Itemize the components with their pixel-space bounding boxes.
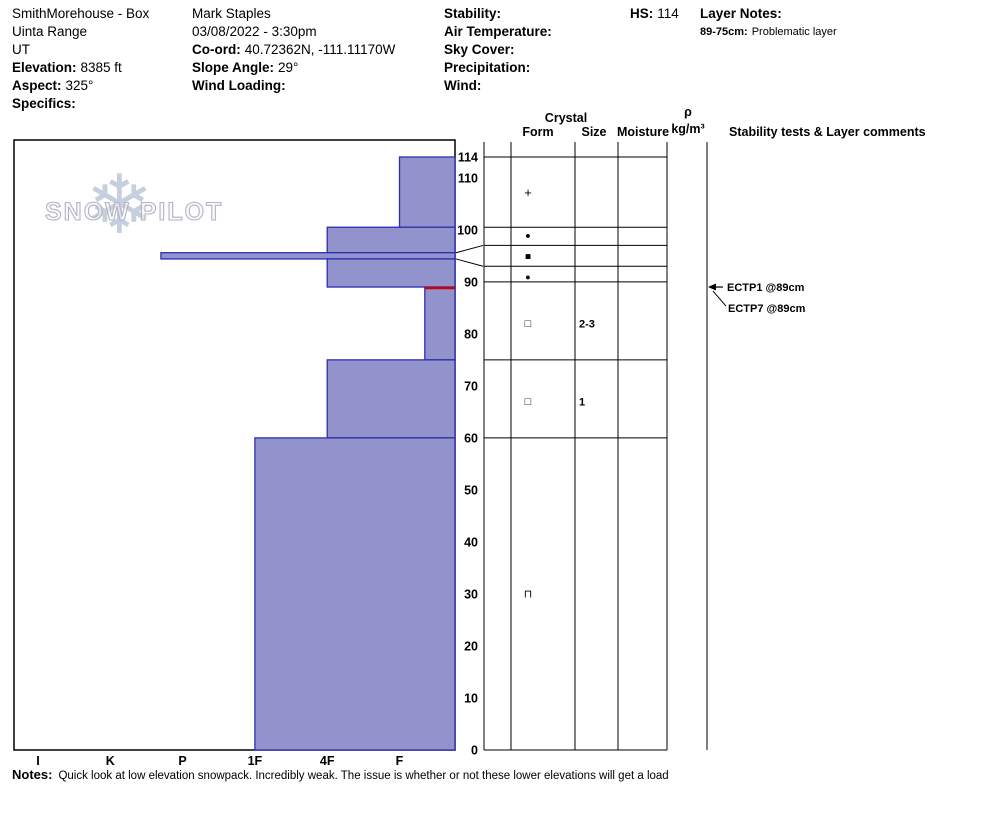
layer-bar-hardness-F bbox=[398, 156, 456, 228]
hardness-tick-label: I bbox=[36, 754, 39, 768]
grain-size-value: 2-3 bbox=[579, 318, 595, 330]
layer-note-text: Problematic layer bbox=[751, 26, 837, 38]
site-range: Uinta Range bbox=[12, 24, 88, 39]
depth-tick-label: 0 bbox=[471, 744, 478, 758]
stability-test-result-1: ECTP1 @89cm bbox=[727, 282, 805, 294]
grain-form-symbol: ⊓ bbox=[524, 588, 533, 600]
site-name: SmithMorehouse - Box bbox=[12, 6, 150, 21]
layer-connector-line bbox=[455, 258, 484, 267]
depth-tick-label: 90 bbox=[464, 275, 478, 289]
snowpilot-logo-text: SNOW PILOT bbox=[44, 197, 224, 226]
grain-form-symbol: ■ bbox=[525, 251, 531, 262]
layer-connector-line bbox=[455, 244, 484, 254]
site-info-column: SmithMorehouse - Box Uinta Range UT Elev… bbox=[12, 5, 149, 113]
air-temperature-label: Air Temperature: bbox=[444, 24, 552, 39]
depth-tick-label: 60 bbox=[464, 431, 478, 445]
density-unit-header: kg/m³ bbox=[671, 122, 704, 136]
slope-angle-value: 29° bbox=[278, 60, 299, 75]
depth-tick-label: 40 bbox=[464, 535, 478, 549]
precipitation-field: Precipitation: bbox=[444, 59, 552, 77]
sky-cover-field: Sky Cover: bbox=[444, 41, 552, 59]
wind-label: Wind: bbox=[444, 78, 482, 93]
stability-field: Stability: bbox=[444, 5, 552, 23]
depth-tick-label: 10 bbox=[464, 691, 478, 705]
site-elevation: Elevation: 8385 ft bbox=[12, 59, 149, 77]
hardness-tick-label: K bbox=[106, 754, 115, 768]
wind-loading: Wind Loading: bbox=[192, 77, 395, 95]
elevation-label: Elevation: bbox=[12, 60, 77, 75]
grain-form-symbol: □ bbox=[525, 396, 532, 408]
hs-label: HS: bbox=[630, 6, 654, 21]
depth-tick-label: 80 bbox=[464, 327, 478, 341]
observer-info-column: Mark Staples 03/08/2022 - 3:30pm Co-ord:… bbox=[192, 5, 395, 95]
elevation-value: 8385 ft bbox=[80, 60, 122, 75]
observer-name: Mark Staples bbox=[192, 6, 271, 21]
precipitation-label: Precipitation: bbox=[444, 60, 531, 75]
form-header: Form bbox=[522, 125, 553, 139]
layer-bar-hardness-4F bbox=[326, 226, 456, 254]
arrow-left-icon bbox=[708, 283, 716, 291]
slope-angle-label: Slope Angle: bbox=[192, 60, 275, 75]
site-specifics: Specifics: bbox=[12, 95, 149, 113]
hardness-tick-label: 4F bbox=[320, 754, 335, 768]
density-symbol-header: ρ bbox=[684, 105, 692, 119]
sky-cover-label: Sky Cover: bbox=[444, 42, 515, 57]
grain-form-symbol: + bbox=[524, 185, 532, 200]
stability-connector-line bbox=[712, 290, 727, 307]
depth-tick-label: 30 bbox=[464, 587, 478, 601]
notes-label: Notes: bbox=[12, 767, 53, 782]
size-header: Size bbox=[581, 125, 606, 139]
slope-angle: Slope Angle: 29° bbox=[192, 59, 395, 77]
depth-tick-label: 114 bbox=[458, 151, 478, 165]
comments-header: Stability tests & Layer comments bbox=[729, 125, 926, 139]
coord-value: 40.72362N, -111.11170W bbox=[244, 42, 396, 57]
snowpilot-watermark: ❄ SNOW PILOT bbox=[44, 158, 235, 267]
coordinates: Co-ord: 40.72362N, -111.11170W bbox=[192, 41, 395, 59]
grain-size-value: 1 bbox=[579, 396, 585, 408]
air-temperature-field: Air Temperature: bbox=[444, 23, 552, 41]
coord-label: Co-ord: bbox=[192, 42, 241, 57]
layer-notes-column: Layer Notes: 89-75cm: Problematic layer bbox=[700, 5, 837, 41]
layer-bar-hardness-4F bbox=[326, 258, 456, 288]
stability-label: Stability: bbox=[444, 6, 502, 21]
hardness-tick-label: 1F bbox=[248, 754, 263, 768]
notes-text: Quick look at low elevation snowpack. In… bbox=[58, 770, 669, 782]
wind-field: Wind: bbox=[444, 77, 552, 95]
layer-note-range: 89-75cm: bbox=[700, 26, 748, 38]
hardness-tick-label: P bbox=[178, 754, 186, 768]
weather-info-column: Stability: Air Temperature: Sky Cover: P… bbox=[444, 5, 552, 95]
site-state: UT bbox=[12, 42, 30, 57]
layer-bar-hardness-F- bbox=[424, 286, 456, 361]
crystal-header: Crystal bbox=[545, 111, 587, 125]
wind-loading-label: Wind Loading: bbox=[192, 78, 286, 93]
hs-value: 114 bbox=[657, 6, 679, 21]
specifics-label: Specifics: bbox=[12, 96, 76, 111]
stability-test-result-2: ECTP7 @89cm bbox=[728, 303, 806, 315]
grain-form-symbol: ● bbox=[525, 231, 530, 241]
depth-tick-label: 20 bbox=[464, 639, 478, 653]
pit-notes: Notes: Quick look at low elevation snowpa… bbox=[12, 766, 669, 784]
depth-tick-label: 50 bbox=[464, 483, 478, 497]
depth-tick-label: 110 bbox=[458, 171, 478, 185]
aspect-value: 325° bbox=[65, 78, 94, 93]
depth-tick-label: 70 bbox=[464, 379, 478, 393]
layer-bar-hardness-K-P bbox=[160, 252, 456, 260]
grain-form-symbol: □ bbox=[525, 318, 532, 330]
grain-form-symbol: ● bbox=[525, 272, 530, 282]
hardness-tick-label: F bbox=[396, 754, 404, 768]
snow-height-field: HS: 114 bbox=[630, 5, 679, 23]
depth-tick-label: 100 bbox=[457, 223, 478, 237]
site-aspect: Aspect: 325° bbox=[12, 77, 149, 95]
layer-notes-label: Layer Notes: bbox=[700, 6, 782, 21]
moisture-header: Moisture bbox=[617, 125, 669, 139]
aspect-label: Aspect: bbox=[12, 78, 62, 93]
layer-note-item: 89-75cm: Problematic layer bbox=[700, 23, 837, 41]
snowflake-icon: ❄ bbox=[85, 158, 154, 253]
layer-bar-hardness-1F bbox=[254, 437, 456, 751]
observation-datetime: 03/08/2022 - 3:30pm bbox=[192, 24, 317, 39]
layer-bar-hardness-4F bbox=[326, 359, 456, 439]
